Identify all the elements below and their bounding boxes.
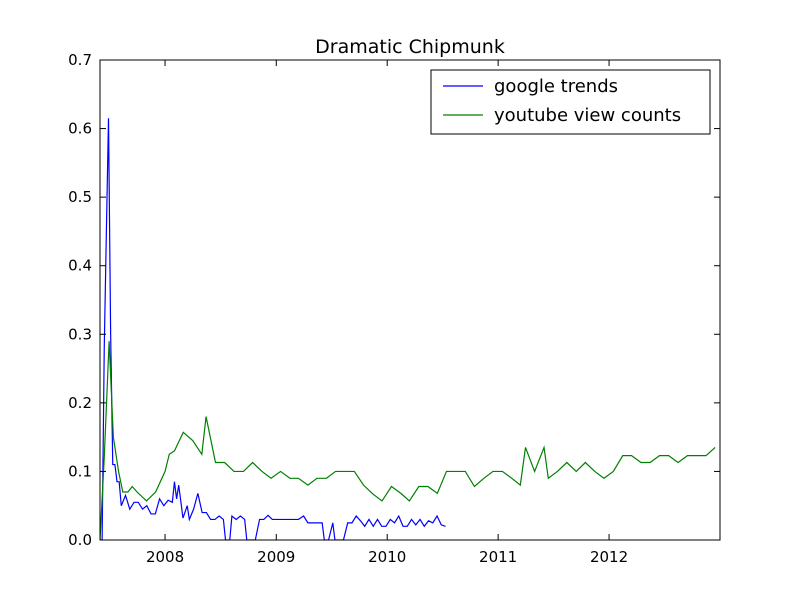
x-tick-label: 2008 [146, 548, 184, 566]
legend-box [430, 69, 711, 135]
y-tick-label: 0.7 [68, 51, 92, 69]
y-tick-label: 0.3 [68, 325, 92, 343]
y-tick-label: 0.5 [68, 188, 92, 206]
series-line-youtube-view-counts [100, 341, 716, 540]
y-tick-label: 0.1 [68, 462, 92, 480]
y-tick-label: 0.6 [68, 120, 92, 138]
plot-area [100, 118, 716, 540]
x-tick-label: 2012 [590, 548, 628, 566]
chart-title: Dramatic Chipmunk [315, 36, 505, 58]
axes: 0.0 0.1 0.2 0.3 0.4 0.5 0.6 0.7 2008 2009 2010 2011… [68, 51, 720, 566]
legend: google trends youtube view counts [430, 69, 711, 135]
x-tick-label: 2009 [257, 548, 295, 566]
series-line-google-trends [100, 118, 446, 540]
x-tick-label: 2010 [368, 548, 406, 566]
x-tick-label: 2011 [479, 548, 517, 566]
plot-frame [99, 59, 721, 541]
legend-label: youtube view counts [494, 105, 681, 126]
y-tick-label: 0.0 [68, 531, 92, 549]
y-tick-label: 0.4 [68, 257, 92, 275]
legend-label: google trends [494, 76, 618, 97]
y-tick-label: 0.2 [68, 394, 92, 412]
